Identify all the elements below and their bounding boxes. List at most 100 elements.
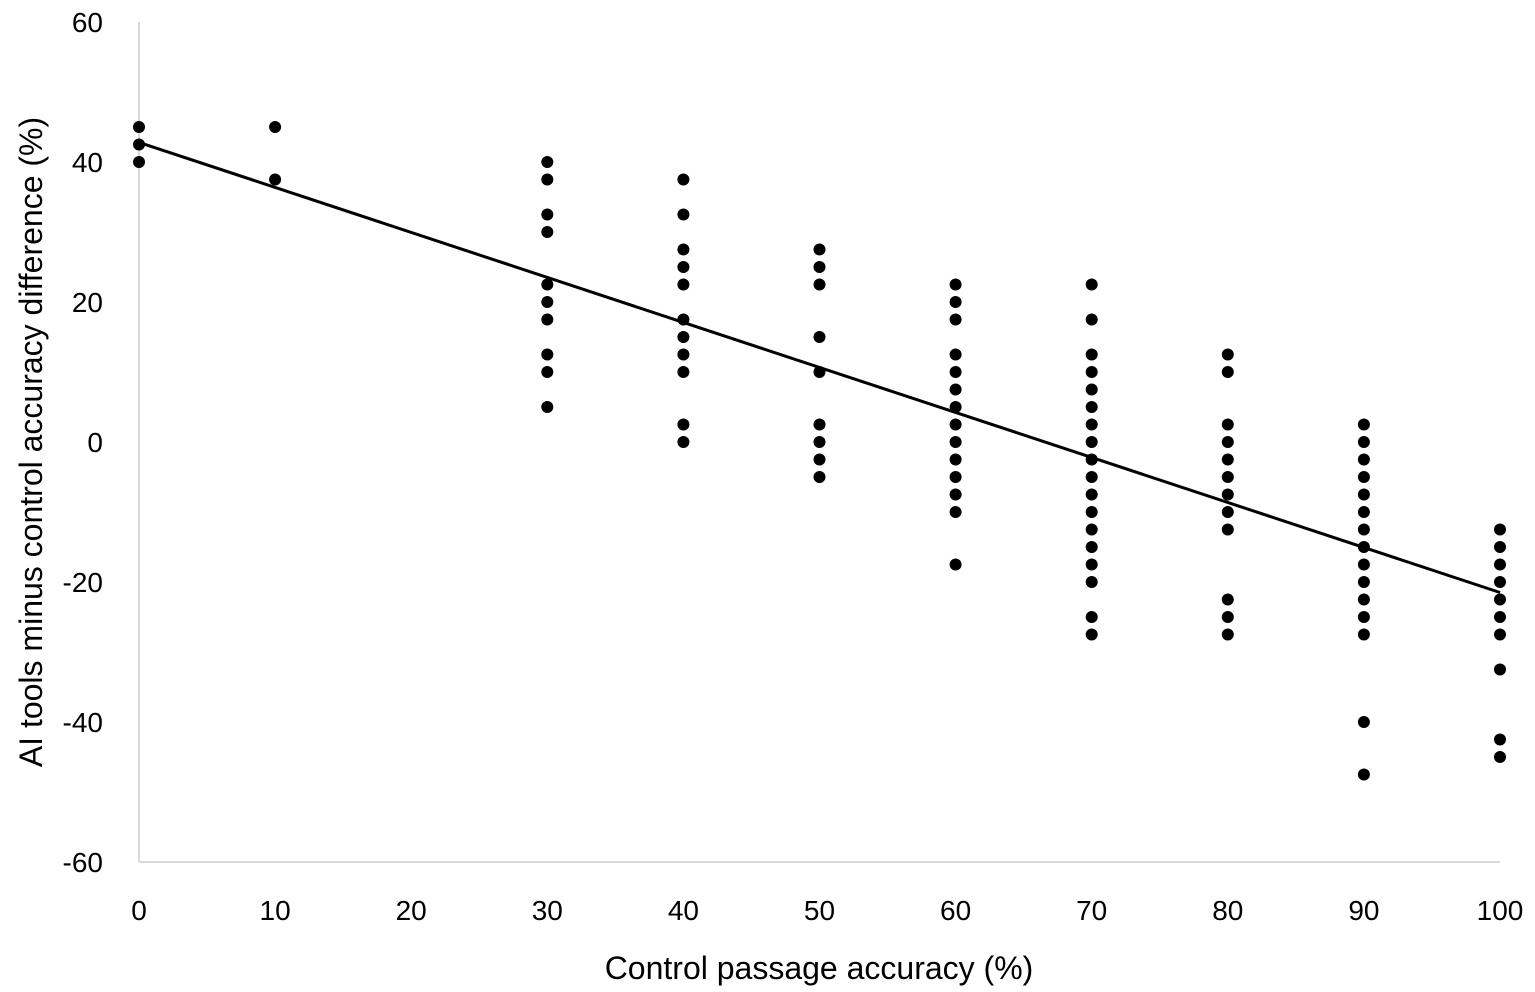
x-tick-label: 70	[1076, 895, 1107, 926]
data-point	[1221, 348, 1234, 361]
data-point	[1085, 313, 1098, 326]
data-point	[1085, 471, 1098, 483]
data-point	[1494, 541, 1506, 553]
data-point	[949, 418, 962, 431]
data-point	[813, 436, 826, 448]
x-tick-label: 100	[1477, 895, 1524, 926]
y-tick-labels: 60 40 20 0 -20 -40 -60	[63, 7, 103, 878]
data-point	[1085, 611, 1098, 623]
data-point	[269, 121, 282, 133]
data-point	[1357, 453, 1370, 466]
data-point	[1357, 593, 1370, 606]
data-point	[1357, 768, 1370, 781]
data-point	[1221, 611, 1234, 623]
data-point	[1221, 593, 1234, 606]
data-point	[949, 278, 962, 291]
data-point	[1085, 488, 1098, 501]
data-point	[1085, 436, 1098, 448]
data-point	[1221, 506, 1234, 518]
x-tick-label: 60	[940, 895, 971, 926]
data-point	[1085, 558, 1098, 571]
data-point	[1085, 628, 1098, 641]
y-tick-label: -40	[63, 707, 103, 738]
data-point	[541, 313, 554, 326]
data-point	[813, 243, 826, 256]
data-point	[1085, 523, 1098, 536]
data-point	[813, 418, 826, 431]
data-point	[949, 436, 962, 448]
y-tick-label: 20	[72, 287, 103, 318]
data-point	[1494, 751, 1506, 763]
data-point	[677, 331, 690, 343]
x-tick-label: 80	[1212, 895, 1243, 926]
data-point	[1085, 418, 1098, 431]
data-point	[1085, 278, 1098, 291]
x-tick-label: 20	[396, 895, 427, 926]
data-point	[949, 348, 962, 361]
data-point	[813, 278, 826, 291]
data-point	[133, 138, 145, 151]
data-point	[133, 121, 145, 133]
data-point	[677, 278, 690, 291]
data-point	[1357, 628, 1370, 641]
data-point	[1357, 488, 1370, 501]
data-point	[1357, 576, 1370, 588]
data-point	[1357, 716, 1370, 728]
data-point	[1494, 663, 1506, 676]
data-point	[1494, 523, 1506, 536]
data-point	[949, 383, 962, 396]
data-point	[1357, 558, 1370, 571]
data-point	[677, 366, 690, 378]
y-tick-label: -20	[63, 567, 103, 598]
data-point	[1494, 576, 1506, 588]
data-point	[1085, 506, 1098, 518]
data-point	[1085, 383, 1098, 396]
data-point	[1085, 541, 1098, 553]
data-point	[1357, 418, 1370, 431]
data-point	[541, 348, 554, 361]
data-point	[813, 453, 826, 466]
data-point	[813, 331, 826, 343]
y-tick-label: 0	[87, 427, 103, 458]
x-tick-labels: 0 10 20 30 40 50 60 70 80 90 100	[131, 895, 1523, 926]
data-point	[541, 173, 554, 186]
trendline	[138, 140, 1501, 594]
data-point	[269, 173, 282, 186]
data-point	[541, 156, 554, 168]
x-tick-label: 10	[260, 895, 291, 926]
y-tick-label: 40	[72, 147, 103, 178]
data-point	[949, 488, 962, 501]
y-axis-title: AI tools minus control accuracy differen…	[13, 117, 49, 767]
data-point	[677, 418, 690, 431]
data-point	[949, 296, 962, 308]
data-point	[677, 173, 690, 186]
data-point	[541, 208, 554, 221]
data-point	[1085, 401, 1098, 413]
data-point	[949, 453, 962, 466]
data-point	[541, 296, 554, 308]
x-tick-label: 50	[804, 895, 835, 926]
data-point	[1085, 348, 1098, 361]
data-point	[677, 243, 690, 256]
data-point	[1494, 611, 1506, 623]
data-point	[813, 261, 826, 273]
y-tick-label: -60	[63, 847, 103, 878]
data-point	[1221, 366, 1234, 378]
data-point	[949, 506, 962, 518]
data-point	[1357, 506, 1370, 518]
data-point	[1221, 488, 1234, 501]
data-point	[949, 313, 962, 326]
data-point	[677, 348, 690, 361]
data-point	[949, 471, 962, 483]
data-point	[1221, 628, 1234, 641]
data-point	[1221, 471, 1234, 483]
x-tick-label: 30	[532, 895, 563, 926]
data-point	[1221, 436, 1234, 448]
data-point	[1494, 628, 1506, 641]
x-axis-title: Control passage accuracy (%)	[605, 950, 1034, 986]
data-point	[677, 436, 690, 448]
x-tick-label: 90	[1348, 895, 1379, 926]
data-point	[1357, 611, 1370, 623]
data-points	[133, 121, 1506, 781]
